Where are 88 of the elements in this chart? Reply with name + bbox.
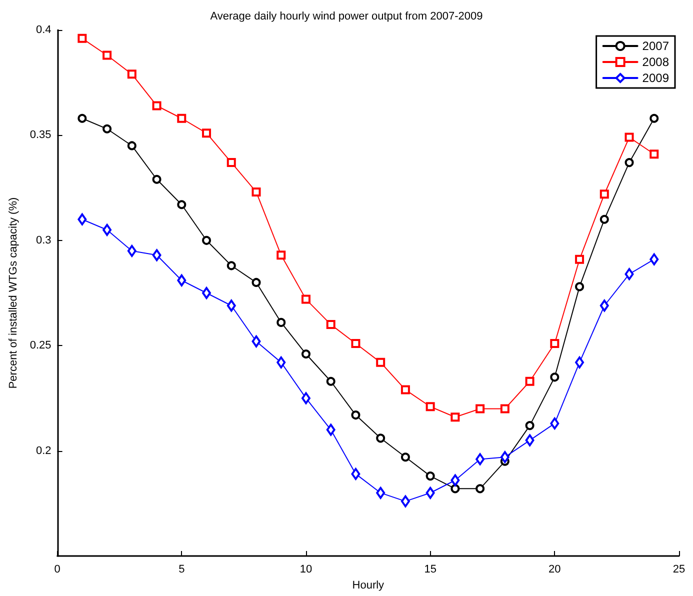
x-tick-label: 25 [672,564,686,576]
point [177,114,186,123]
x-tick-label: 5 [178,564,185,576]
point [624,132,634,142]
point [326,376,336,386]
point [550,338,560,348]
point [450,474,460,486]
point [301,294,310,304]
point [650,253,659,266]
x-tick-label: 10 [300,564,312,576]
point [476,404,485,414]
legend-label: 2007 [642,39,670,53]
point [376,358,386,367]
y-tick-label: 0.2 [36,444,52,457]
y-axis-title: Percent of installed WTGs capacity (%) [8,197,20,389]
point [202,128,212,138]
point [226,300,236,312]
point [400,495,410,508]
point [426,402,435,412]
point [426,472,435,481]
point [426,486,435,499]
point [252,278,261,287]
point [650,114,659,123]
y-tick-label: 0.3 [36,234,52,246]
point [202,236,212,245]
point [450,484,460,494]
point [276,318,286,327]
point [177,274,186,286]
legend-label: 2008 [642,55,670,69]
point [351,338,360,348]
point [301,350,310,359]
y-tick-label: 0.25 [30,340,52,352]
point [252,188,261,197]
point [127,141,136,150]
point [500,451,510,464]
chart-title: Average daily hourly wind power output from 2007-2009 [210,10,483,22]
point [575,282,584,292]
point [102,224,112,236]
point [102,50,112,60]
point [500,404,510,414]
point [600,190,609,199]
point [376,486,386,499]
point [400,385,410,394]
point [226,261,236,270]
point [476,484,485,494]
point [575,254,584,264]
point [351,468,360,480]
point [78,213,87,226]
y-tick-label: 0.35 [30,129,52,142]
x-tick-label: 20 [548,564,561,576]
point [177,200,186,210]
point [252,335,261,348]
point [575,356,584,368]
point [550,372,560,382]
point [127,244,136,257]
point [600,214,609,224]
point [78,114,87,123]
point [525,434,534,446]
y-tick-label: 0.4 [36,24,52,36]
x-tick-label: 15 [424,564,436,576]
point [525,376,534,386]
point [152,249,162,262]
point [525,421,534,430]
point [301,392,310,404]
point [600,300,609,312]
point [202,287,212,299]
point [226,158,236,168]
point [276,356,286,368]
legend-label: 2009 [642,71,670,85]
point [376,434,386,443]
point [624,268,634,280]
point [326,424,336,436]
point [550,417,560,430]
x-tick-label: 0 [54,564,60,576]
point [78,34,87,43]
point [127,70,136,79]
point [650,150,659,159]
point [450,412,460,422]
point [152,101,162,110]
point [326,320,336,330]
point [276,250,286,260]
point [152,174,162,184]
point [476,453,485,466]
point [102,124,112,134]
x-axis-title: Hourly [352,580,385,592]
point [351,410,360,420]
point [624,158,634,168]
point [400,452,410,462]
